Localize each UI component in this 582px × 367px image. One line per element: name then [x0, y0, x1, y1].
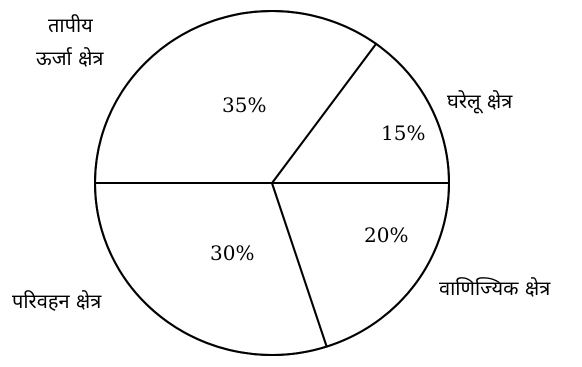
slice-domestic-value-label: 15% — [381, 121, 425, 145]
slice-commercial-value-label: 20% — [364, 223, 408, 247]
outline-layer — [94, 10, 450, 356]
slice-transport-category-label: परिवहन क्षेत्र — [12, 289, 102, 313]
slice-layer — [93, 10, 451, 356]
slice-domestic-category-label: घरेलू क्षेत्र — [447, 89, 513, 114]
slice-thermal-energy-category-label-line-1: तापीय — [48, 13, 93, 37]
slice-transport-value-label: 30% — [210, 241, 254, 265]
percent-label-layer: 15% 35% 30% 20% — [210, 93, 425, 265]
slice-thermal-energy-value-label: 35% — [222, 93, 266, 117]
slice-commercial-category-label: वाणिज्यिक क्षेत्र — [439, 276, 551, 300]
slice-thermal-energy-category-label-line-2: ऊर्जा क्षेत्र — [36, 46, 104, 70]
category-label-layer: घरेलू क्षेत्र तापीय ऊर्जा क्षेत्र परिवहन क्… — [12, 13, 551, 313]
pie-outline — [94, 10, 450, 356]
